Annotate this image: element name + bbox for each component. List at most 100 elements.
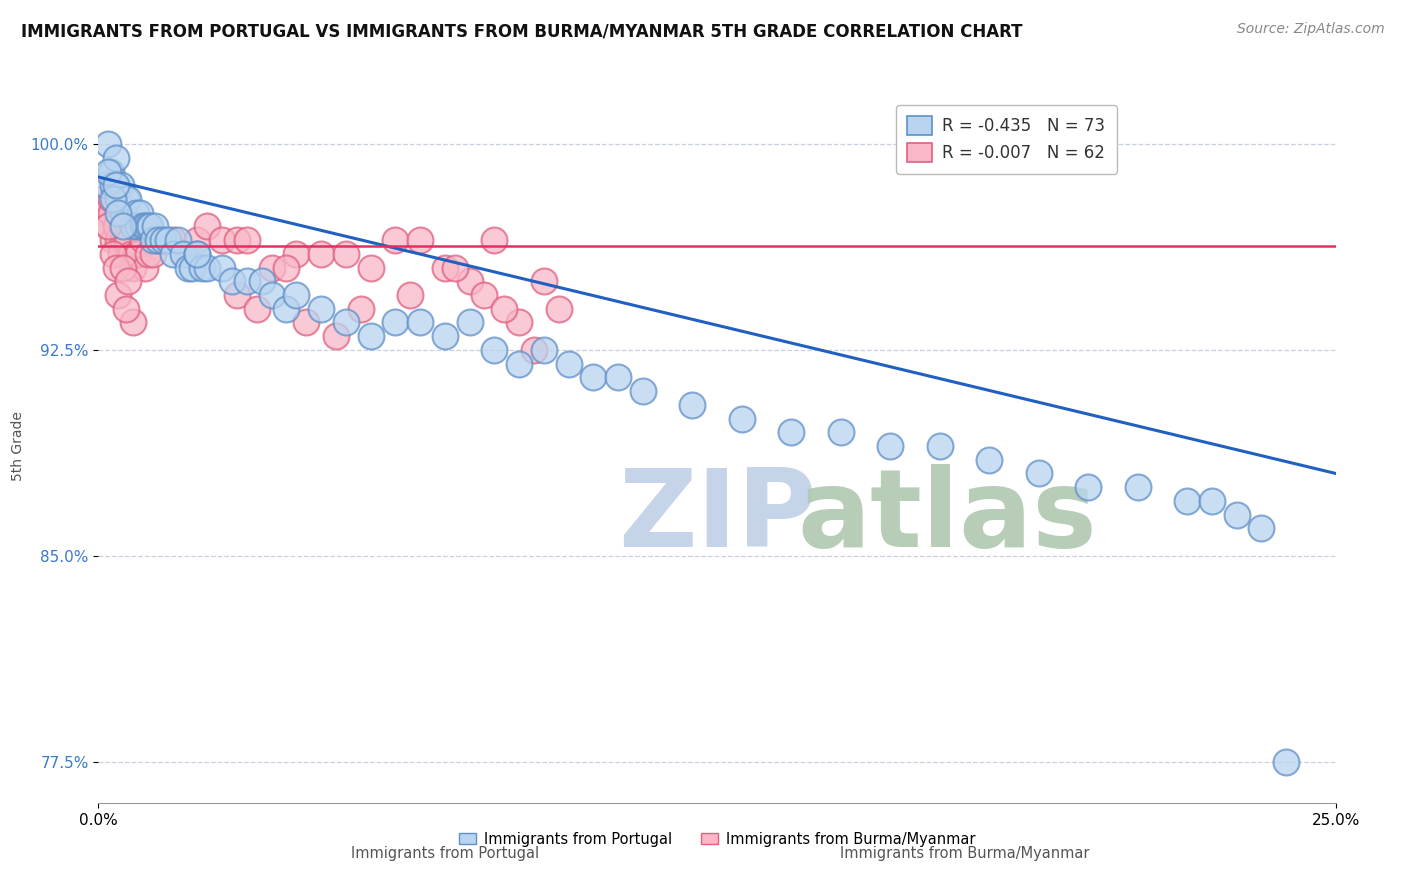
Point <box>114 192 136 206</box>
Point <box>295 316 318 330</box>
Point <box>1126 480 1149 494</box>
Point <box>162 247 184 261</box>
Point <box>474 288 496 302</box>
Point <box>114 301 136 316</box>
Point <box>124 205 146 219</box>
Point <box>134 260 156 275</box>
Point <box>186 233 208 247</box>
Point <box>146 233 169 247</box>
Point <box>1175 494 1198 508</box>
Point <box>112 233 135 247</box>
Point <box>107 288 129 302</box>
Point <box>830 425 852 440</box>
Point <box>582 370 605 384</box>
Point <box>104 151 127 165</box>
Point <box>508 316 530 330</box>
Point <box>186 247 208 261</box>
Text: Immigrants from Portugal: Immigrants from Portugal <box>350 846 538 861</box>
Point <box>236 274 259 288</box>
Point <box>103 178 125 193</box>
Point <box>110 247 132 261</box>
Point <box>136 247 159 261</box>
Point <box>136 219 159 234</box>
Point <box>979 452 1001 467</box>
Point <box>132 233 155 247</box>
Point <box>1226 508 1249 522</box>
Point <box>186 247 208 261</box>
Point <box>221 274 243 288</box>
Point <box>211 233 233 247</box>
Y-axis label: 5th Grade: 5th Grade <box>11 411 25 481</box>
Point <box>780 425 803 440</box>
Point <box>110 178 132 193</box>
Point <box>433 260 456 275</box>
Point <box>112 260 135 275</box>
Point <box>176 247 198 261</box>
Point <box>399 288 422 302</box>
Point <box>350 301 373 316</box>
Point <box>122 260 145 275</box>
Point <box>409 233 432 247</box>
Point <box>458 274 481 288</box>
Point <box>124 247 146 261</box>
Point <box>195 219 218 234</box>
Point <box>112 219 135 234</box>
Point <box>250 274 273 288</box>
Point <box>879 439 901 453</box>
Point <box>176 260 198 275</box>
Point <box>260 260 283 275</box>
Point <box>100 164 122 178</box>
Point <box>226 233 249 247</box>
Point <box>384 233 406 247</box>
Point <box>260 288 283 302</box>
Point <box>731 411 754 425</box>
Point <box>103 233 125 247</box>
Point <box>607 370 630 384</box>
Point <box>120 247 142 261</box>
Point <box>335 247 357 261</box>
Point <box>127 219 149 234</box>
Point <box>107 233 129 247</box>
Point <box>191 260 214 275</box>
Point <box>129 219 152 234</box>
Point <box>181 260 204 275</box>
Point <box>409 316 432 330</box>
Point <box>433 329 456 343</box>
Point <box>143 219 166 234</box>
Point <box>236 233 259 247</box>
Point <box>285 247 308 261</box>
Point <box>533 274 555 288</box>
Point <box>152 233 174 247</box>
Point <box>97 137 120 152</box>
Point <box>484 233 506 247</box>
Point <box>100 205 122 219</box>
Point <box>195 260 218 275</box>
Point <box>129 205 152 219</box>
Point <box>97 219 120 234</box>
Point <box>360 329 382 343</box>
Point <box>114 233 136 247</box>
Point <box>152 233 174 247</box>
Point <box>93 192 115 206</box>
Point <box>508 357 530 371</box>
Point <box>134 219 156 234</box>
Point <box>107 192 129 206</box>
Point <box>1201 494 1223 508</box>
Point <box>100 192 122 206</box>
Point <box>325 329 347 343</box>
Text: Source: ZipAtlas.com: Source: ZipAtlas.com <box>1237 22 1385 37</box>
Point <box>335 316 357 330</box>
Point <box>533 343 555 357</box>
Point <box>309 301 332 316</box>
Point <box>443 260 465 275</box>
Point <box>928 439 950 453</box>
Text: atlas: atlas <box>797 465 1097 570</box>
Point <box>523 343 546 357</box>
Point <box>494 301 516 316</box>
Point <box>104 260 127 275</box>
Point <box>226 288 249 302</box>
Point <box>211 260 233 275</box>
Point <box>104 178 127 193</box>
Point <box>1250 521 1272 535</box>
Point <box>162 233 184 247</box>
